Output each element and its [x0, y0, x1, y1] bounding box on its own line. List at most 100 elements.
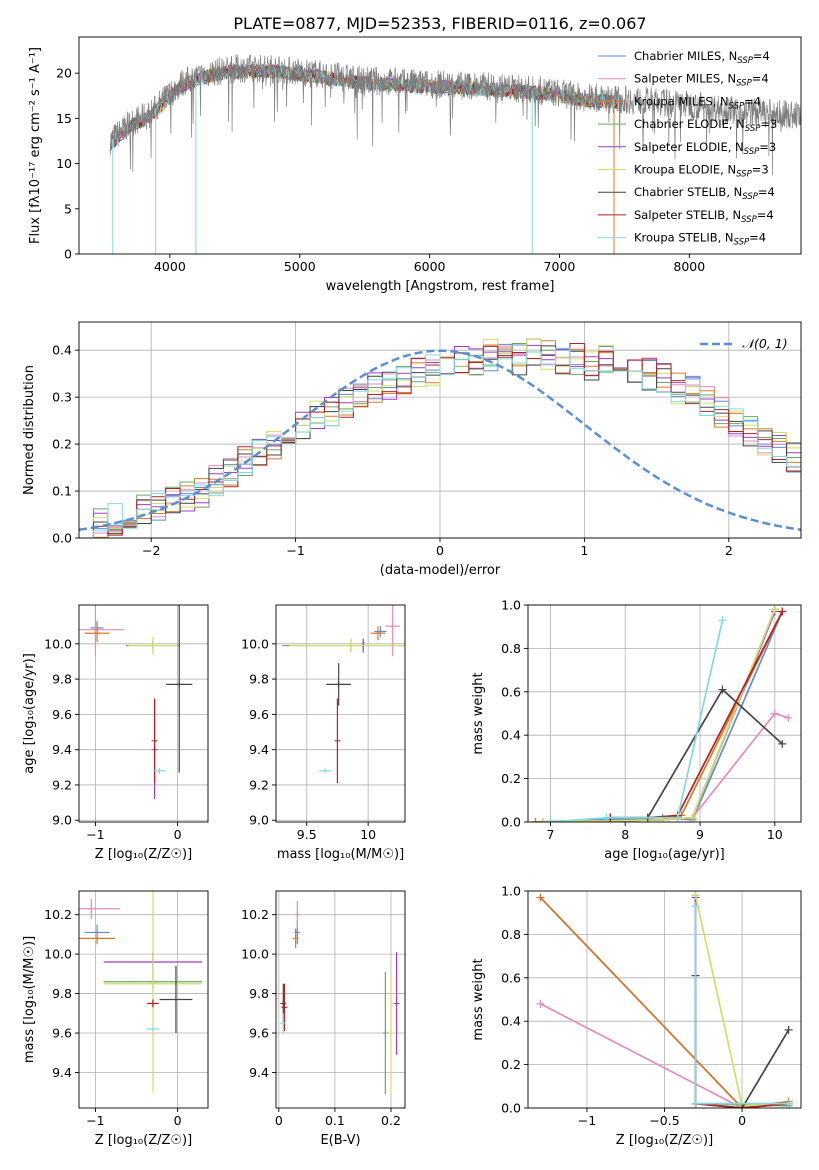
spectrum-panel: 4000 5000 6000 7000 8000 0 5 10 15 20 wavelength […: [28, 36, 802, 294]
residuals-xtick-label: −2: [142, 543, 160, 558]
histogram-series: [79, 338, 801, 538]
legend-count: =4: [749, 231, 766, 245]
legend-entry: Chabrier MILES, NSSP=4: [634, 49, 770, 66]
legend-subscript: SSP: [741, 215, 757, 225]
mass_vs_z-ytick-label: 10.2: [44, 907, 72, 922]
mass_vs_ebv-ytick-label: 9.8: [249, 986, 269, 1001]
spectrum-ytick-label: 10: [56, 156, 72, 171]
spectrum-xtick-label: 4000: [154, 259, 186, 274]
age_vs_z-ylabel: age [log₁₀(age/yr)]: [22, 653, 37, 774]
legend-label: Chabrier ELODIE, N: [634, 117, 745, 131]
weight_vs_age-xtick-label: 9: [696, 827, 704, 842]
mass_vs_ebv-ytick-label: 9.4: [249, 1065, 269, 1080]
legend-entry: Chabrier STELIB, NSSP=4: [634, 185, 775, 202]
mass_vs_z-ytick-label: 10.0: [44, 947, 72, 962]
residuals-ytick-label: 0.4: [52, 343, 72, 358]
age_vs_z-xlabel: Z [log₁₀(Z/Z☉)]: [95, 847, 192, 862]
spectrum-plot-area: [109, 54, 801, 254]
legend-entry: Salpeter ELODIE, NSSP=3: [634, 140, 776, 157]
weight_vs_z-ytick-label: 0.8: [501, 927, 521, 942]
legend-count: =4: [744, 94, 761, 108]
legend-entry: Kroupa MILES, NSSP=4: [634, 94, 761, 111]
histogram-series: [79, 345, 801, 538]
residuals-ytick-label: 0.1: [52, 484, 72, 499]
mass_vs_z-panel: −1 0 9.4 9.6 9.8 10.0 10.2 Z [log₁₀(Z/Z☉)] mass …: [22, 890, 209, 1148]
weight-series-line: [695, 1102, 789, 1108]
weight_vs_age-ytick-label: 0.8: [501, 641, 521, 656]
legend-count: =4: [752, 72, 769, 86]
weight_vs_age-xtick-label: 10: [767, 827, 783, 842]
spectrum-ytick-label: 15: [56, 111, 72, 126]
age_vs_mass-ytick-label: 9.0: [249, 813, 269, 828]
residuals-xtick-label: 0: [436, 543, 444, 558]
age_vs_mass-frame: [275, 604, 406, 823]
mass_vs_ebv-ytick-label: 9.6: [249, 1026, 269, 1041]
age_vs_mass-panel: 9.5 10 9.0 9.2 9.4 9.6 9.8 10.0 mass [log₁₀(M/M☉…: [241, 604, 406, 862]
legend-subscript: SSP: [729, 101, 745, 111]
weight_vs_age-ytick-label: 0.6: [501, 684, 521, 699]
residuals-plot-area: [79, 338, 801, 538]
age_vs_mass-xtick-label: 10: [360, 827, 376, 842]
weight_vs_age-ylabel: mass weight: [471, 672, 486, 754]
weight_vs_z-ylabel: mass weight: [471, 958, 486, 1040]
mass_vs_ebv-frame: [275, 890, 406, 1109]
age_vs_mass-ytick-label: 9.2: [249, 777, 269, 792]
weight-series-line: [542, 608, 776, 822]
mass_vs_z-ytick-label: 9.8: [52, 986, 72, 1001]
legend-count: =3: [752, 163, 769, 177]
mass_vs_z-plot-area: [79, 891, 203, 1093]
legend-entry: Kroupa STELIB, NSSP=4: [634, 231, 766, 248]
legend-subscript: SSP: [736, 170, 752, 180]
legend-entry: Salpeter MILES, NSSP=4: [634, 72, 769, 89]
legend-subscript: SSP: [734, 238, 750, 248]
mass_vs_z-ytick-label: 9.4: [52, 1065, 72, 1080]
legend-label: 𝒩(0, 1): [742, 336, 788, 351]
histogram-series: [79, 345, 801, 538]
age_vs_mass-ytick-label: 9.6: [249, 707, 269, 722]
age_vs_mass-ytick-label: 10.0: [241, 636, 269, 651]
weight_vs_age-ytick-label: 1.0: [501, 598, 521, 613]
weight_vs_z-plot-area: [536, 891, 793, 1108]
weight_vs_z-xtick-label: 0: [738, 1113, 746, 1128]
histogram-series: [79, 342, 801, 538]
weight_vs_age-frame: [527, 604, 802, 823]
residuals-xtick-label: −1: [286, 543, 304, 558]
weight-series-line: [542, 608, 776, 822]
weight_vs_age-ytick-label: 0.4: [501, 728, 521, 743]
legend-entry: Kroupa ELODIE, NSSP=3: [634, 163, 769, 180]
legend-count: =4: [753, 49, 770, 63]
legend-entry: Salpeter STELIB, NSSP=4: [634, 208, 774, 225]
mass_vs_z-xtick-label: 0: [174, 1113, 182, 1128]
age_vs_z-ytick-label: 9.8: [52, 672, 72, 687]
mass_vs_z-ytick-label: 9.6: [52, 1026, 72, 1041]
spectrum-xtick-label: 6000: [414, 259, 446, 274]
weight-series-line: [610, 688, 783, 819]
legend-entry: Chabrier ELODIE, NSSP=3: [634, 117, 777, 134]
legend-count: =4: [757, 208, 774, 222]
weight_vs_z-ytick-label: 1.0: [501, 884, 521, 899]
legend-count: =3: [760, 117, 777, 131]
age_vs_z-ytick-label: 10.0: [44, 636, 72, 651]
weight-series-line: [535, 712, 789, 822]
legend-subscript: SSP: [736, 79, 752, 89]
histogram-series: [79, 343, 801, 538]
spectrum-xtick-label: 8000: [673, 259, 705, 274]
weight_vs_age-plot-area: [531, 605, 793, 822]
legend-count: =4: [758, 185, 775, 199]
weight_vs_age-ytick-label: 0.2: [501, 771, 521, 786]
mass_vs_ebv-xtick-label: 0.1: [325, 1113, 345, 1128]
age_vs_z-xtick-label: −1: [86, 827, 104, 842]
weight_vs_age-xtick-label: 8: [621, 827, 629, 842]
weight-series-line: [550, 620, 724, 822]
mass_vs_ebv-xlabel: E(B-V): [320, 1133, 360, 1148]
spectrum-ytick-label: 20: [56, 66, 72, 81]
mass_vs_ebv-ytick-label: 10.0: [241, 947, 269, 962]
spectrum-ytick-label: 0: [64, 247, 72, 262]
age_vs_z-plot-area: [79, 605, 193, 800]
age_vs_mass-ytick-label: 9.8: [249, 672, 269, 687]
mass_vs_ebv-panel: 0 0.1 0.2 9.4 9.6 9.8 10.0 10.2 E(B-V): [241, 890, 406, 1148]
spectrum-xlabel: wavelength [Angstrom, rest frame]: [326, 279, 555, 294]
age_vs_mass-xtick-label: 9.5: [297, 827, 317, 842]
legend-label: Kroupa STELIB, N: [634, 231, 734, 245]
